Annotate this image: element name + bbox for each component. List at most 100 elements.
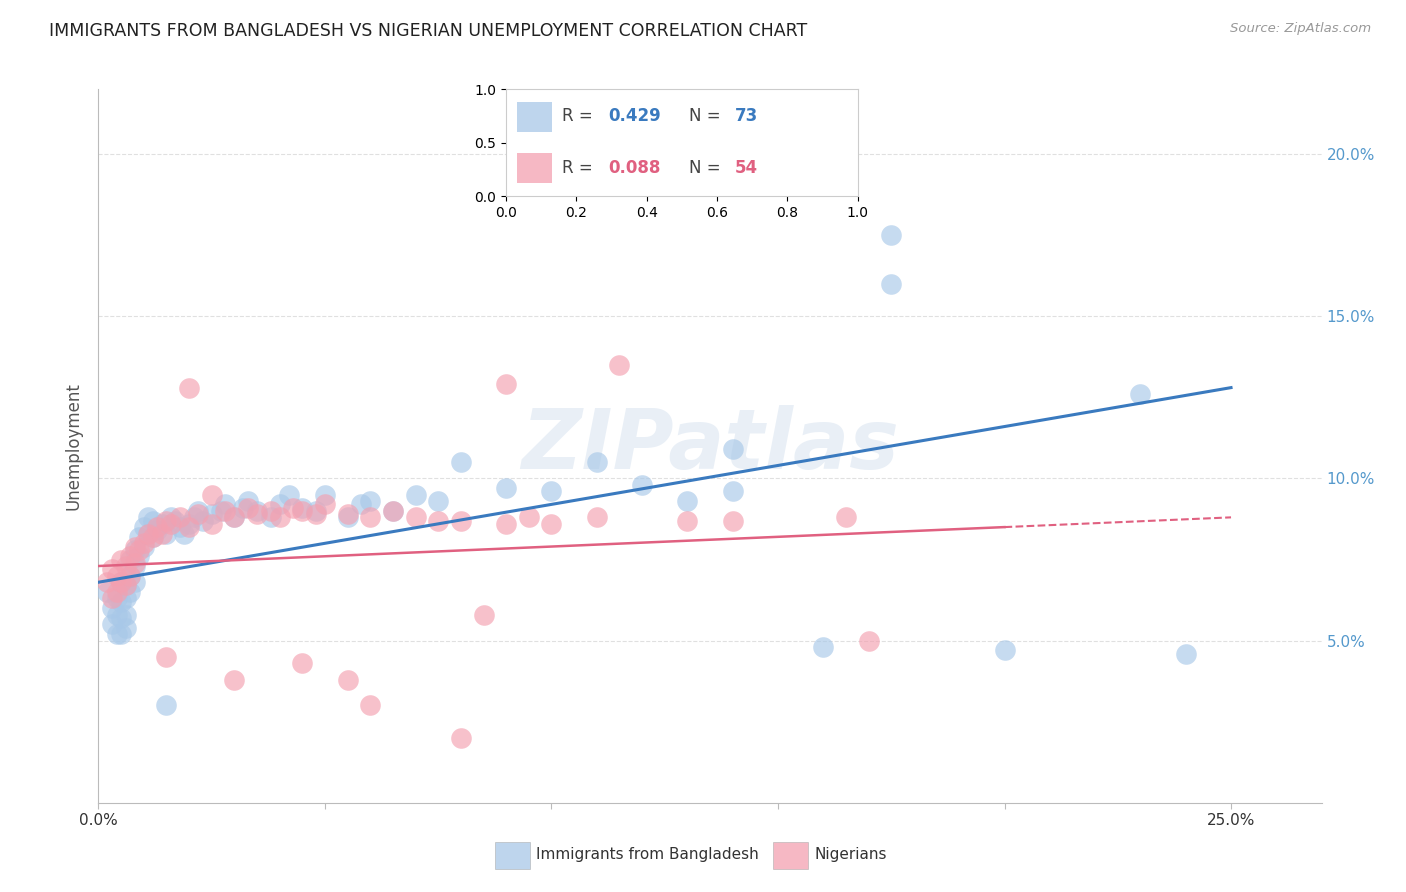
Point [191, 514, 214, 528]
Point [120, 568, 142, 582]
Point [214, 497, 236, 511]
Point [155, 514, 177, 528]
Point [305, 507, 328, 521]
Point [450, 731, 472, 745]
Point [721, 514, 744, 528]
Point [110, 575, 132, 590]
Point [835, 510, 858, 524]
Bar [495, 842, 530, 869]
Point [209, 504, 232, 518]
Point [132, 540, 155, 554]
Point [585, 510, 607, 524]
Point [450, 455, 472, 469]
Text: N =: N = [689, 108, 725, 126]
Point [124, 559, 146, 574]
Point [101, 601, 124, 615]
Point [120, 549, 142, 564]
Point [359, 510, 381, 524]
Y-axis label: Unemployment: Unemployment [65, 382, 83, 510]
Point [114, 578, 136, 592]
Point [721, 442, 744, 457]
Point [105, 627, 128, 641]
Point [173, 526, 195, 541]
Point [201, 507, 224, 521]
Point [110, 611, 132, 625]
Point [187, 507, 209, 521]
Point [110, 595, 132, 609]
Point [201, 516, 224, 531]
Point [114, 559, 136, 574]
Point [160, 510, 183, 524]
Point [676, 514, 699, 528]
Text: R =: R = [562, 159, 599, 177]
Point [114, 607, 136, 622]
Point [187, 504, 209, 518]
Point [110, 552, 132, 566]
Point [114, 621, 136, 635]
Point [880, 277, 903, 291]
Point [114, 591, 136, 606]
Point [813, 640, 835, 654]
Point [110, 575, 132, 590]
Point [114, 578, 136, 592]
Point [291, 500, 314, 515]
Point [1129, 387, 1152, 401]
Point [124, 542, 146, 557]
Point [291, 657, 314, 671]
Point [1174, 647, 1197, 661]
Point [450, 514, 472, 528]
Point [495, 516, 517, 531]
Point [427, 494, 450, 508]
Point [124, 540, 146, 554]
Point [405, 510, 427, 524]
Point [540, 484, 562, 499]
Point [120, 568, 142, 582]
Point [155, 526, 177, 541]
Point [132, 520, 155, 534]
Point [381, 504, 404, 518]
Point [105, 591, 128, 606]
Point [585, 455, 607, 469]
Point [136, 526, 159, 541]
Point [201, 488, 224, 502]
Text: N =: N = [689, 159, 725, 177]
Point [517, 510, 540, 524]
Point [359, 494, 381, 508]
Point [427, 514, 450, 528]
Point [283, 500, 305, 515]
Point [224, 510, 246, 524]
Point [314, 488, 336, 502]
Point [609, 358, 631, 372]
Point [495, 377, 517, 392]
Point [128, 542, 150, 557]
Point [676, 494, 699, 508]
Point [124, 575, 146, 590]
Point [150, 526, 173, 541]
Point [177, 381, 200, 395]
Point [224, 673, 246, 687]
Point [269, 497, 291, 511]
Point [120, 552, 142, 566]
Point [132, 536, 155, 550]
Text: Nigerians: Nigerians [814, 847, 887, 862]
Text: R =: R = [562, 108, 599, 126]
Point [359, 698, 381, 713]
Text: Immigrants from Bangladesh: Immigrants from Bangladesh [536, 847, 759, 862]
Point [183, 510, 205, 524]
Point [105, 568, 128, 582]
Point [136, 526, 159, 541]
Point [165, 514, 187, 528]
Point [472, 607, 495, 622]
Point [246, 504, 269, 518]
Point [259, 504, 281, 518]
Point [105, 607, 128, 622]
Point [96, 585, 118, 599]
Text: Source: ZipAtlas.com: Source: ZipAtlas.com [1230, 22, 1371, 36]
Point [101, 591, 124, 606]
Point [236, 494, 259, 508]
Point [336, 510, 359, 524]
Point [350, 497, 373, 511]
Point [155, 698, 177, 713]
Point [259, 510, 281, 524]
Point [101, 562, 124, 576]
